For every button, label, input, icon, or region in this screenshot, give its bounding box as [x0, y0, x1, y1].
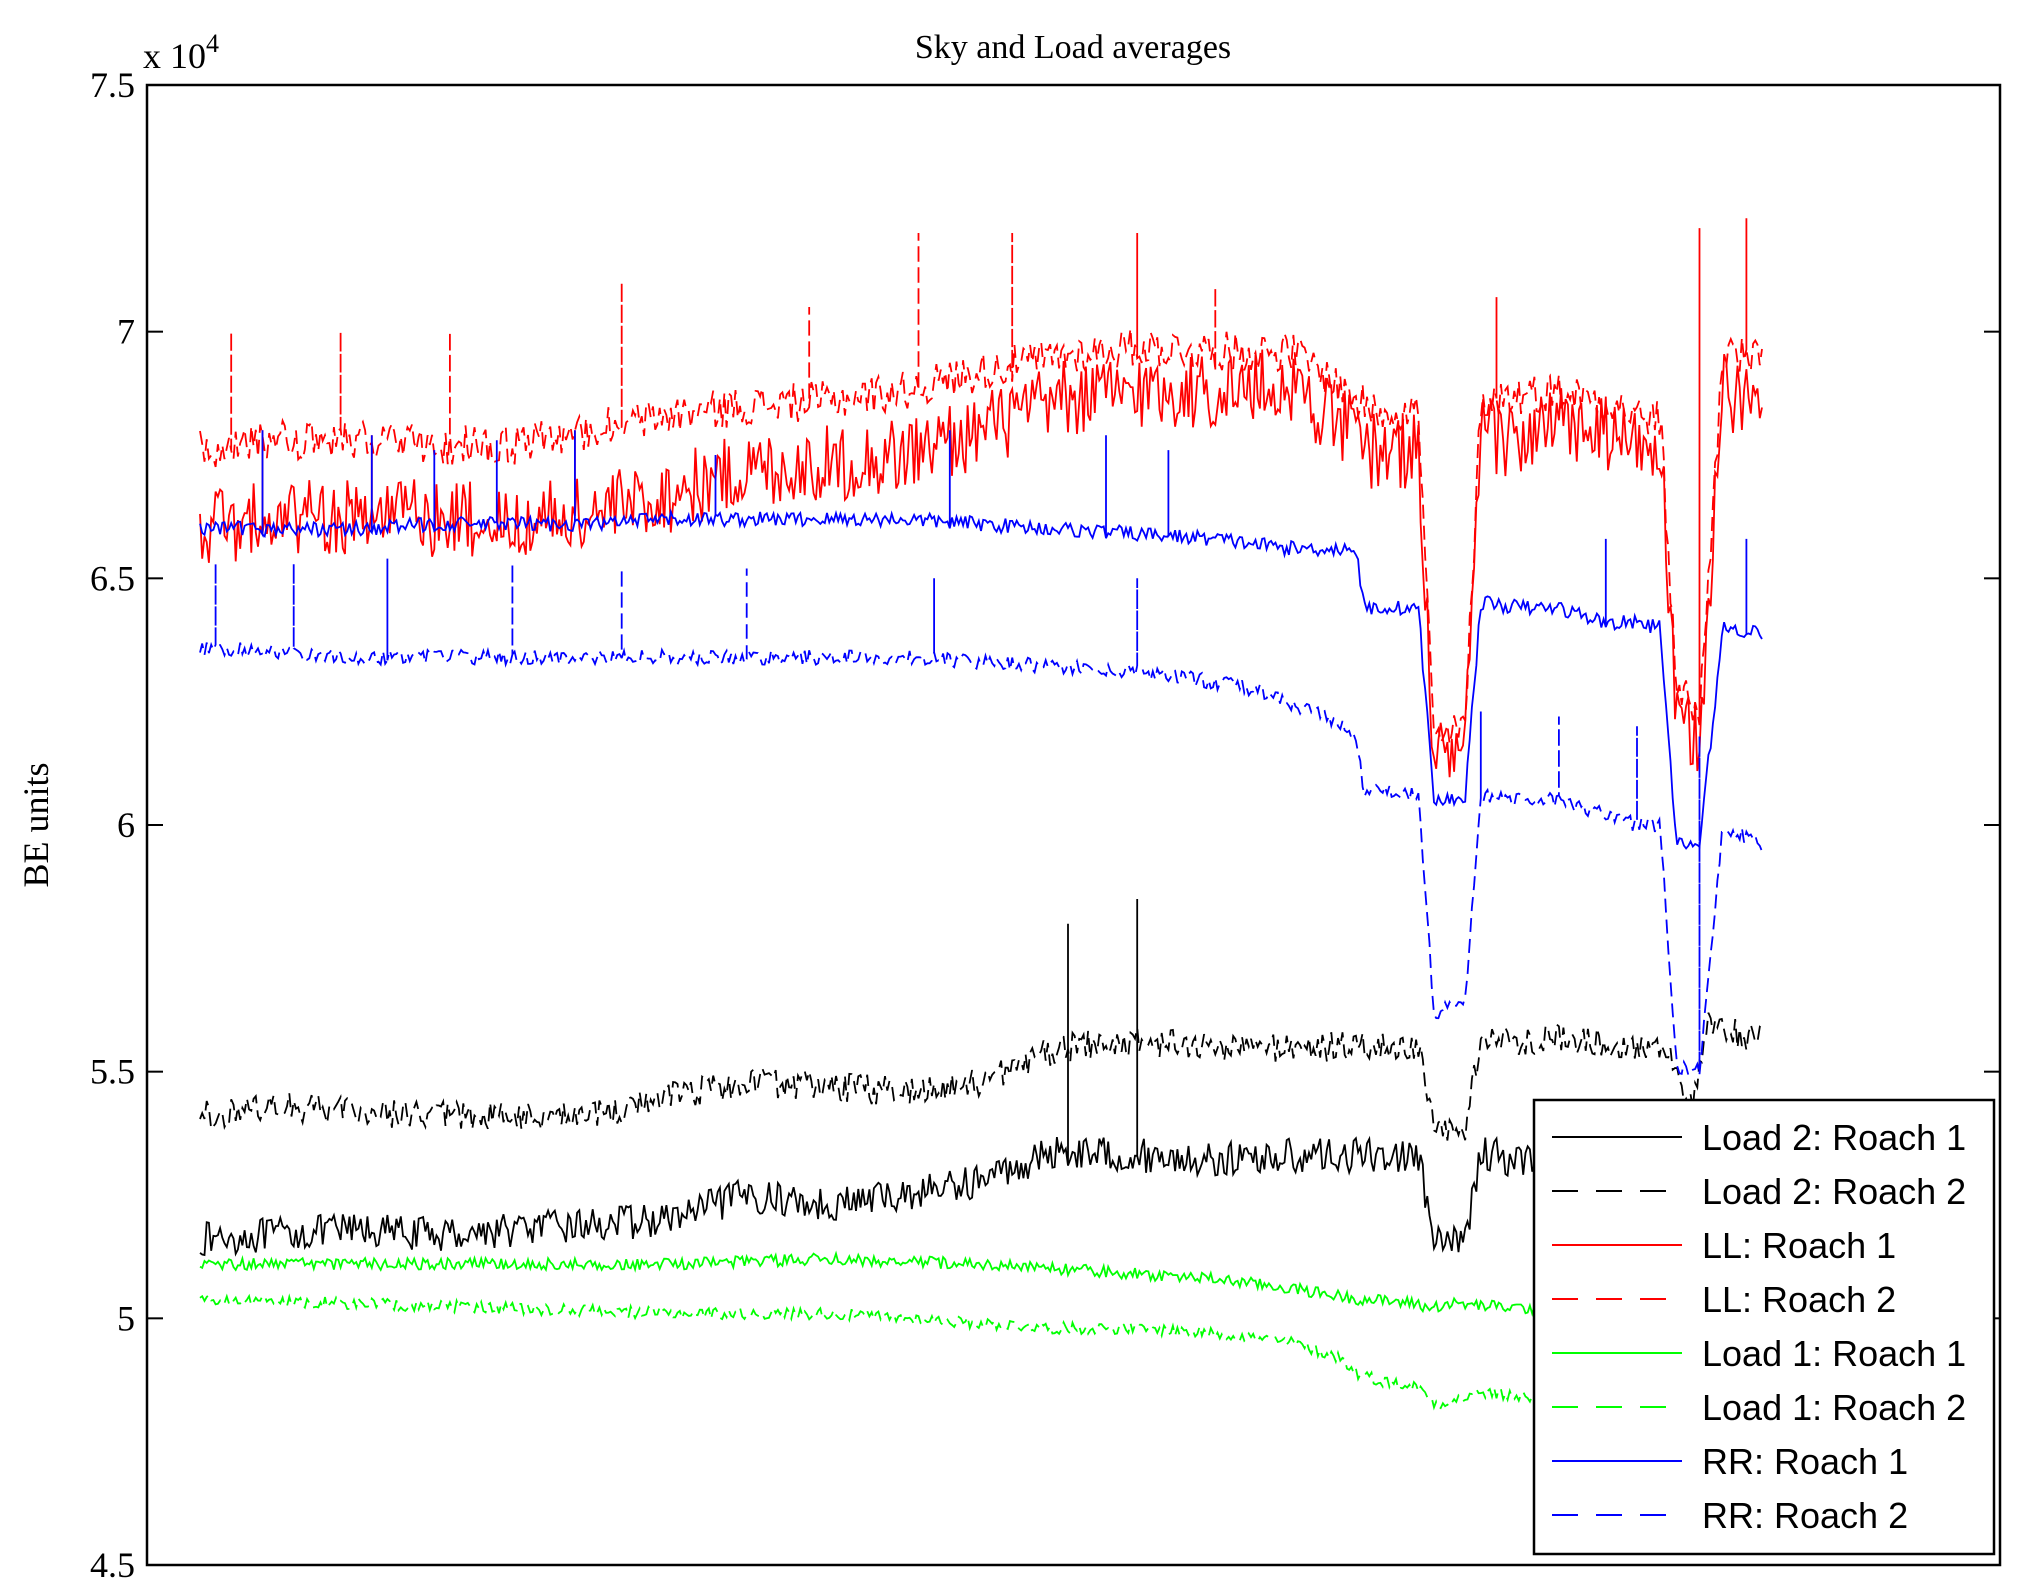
- series-line: [199, 558, 1763, 1078]
- y-tick-label: 6: [117, 805, 135, 845]
- series-line: [199, 218, 1763, 745]
- y-tick-label: 5.5: [90, 1052, 135, 1092]
- series-line: [199, 899, 1763, 1257]
- legend-label: Load 2: Roach 1: [1702, 1117, 1966, 1158]
- y-tick-label: 7.5: [90, 65, 135, 105]
- legend-label: LL: Roach 1: [1702, 1225, 1896, 1266]
- legend-label: Load 2: Roach 2: [1702, 1171, 1966, 1212]
- exponent-label: x 104: [143, 29, 219, 76]
- y-tick-label: 6.5: [90, 558, 135, 598]
- exponent-power: 4: [206, 29, 219, 58]
- chart-title: Sky and Load averages: [915, 29, 1231, 66]
- series-line: [199, 430, 1763, 850]
- series-line: [199, 1293, 1763, 1434]
- y-tick-label: 7: [117, 312, 135, 352]
- y-axis: 4.5 5 5.5 6 6.5 7 7.5: [90, 65, 2000, 1585]
- y-axis-label: BE units: [16, 762, 56, 887]
- series-line: [199, 1012, 1763, 1141]
- series-group: [199, 218, 1763, 1434]
- legend-label: RR: Roach 2: [1702, 1495, 1908, 1536]
- series-line: [199, 1250, 1763, 1329]
- legend-label: Load 1: Roach 1: [1702, 1333, 1966, 1374]
- legend-box: [1532, 1098, 1996, 1556]
- legend-label: Load 1: Roach 2: [1702, 1387, 1966, 1428]
- y-tick-label: 4.5: [90, 1545, 135, 1585]
- legend-label: RR: Roach 1: [1702, 1441, 1908, 1482]
- y-tick-label: 5: [117, 1298, 135, 1338]
- legend: Load 2: Roach 1 Load 2: Roach 2 LL: Roach …: [1532, 1098, 1996, 1556]
- legend-label: LL: Roach 2: [1702, 1279, 1896, 1320]
